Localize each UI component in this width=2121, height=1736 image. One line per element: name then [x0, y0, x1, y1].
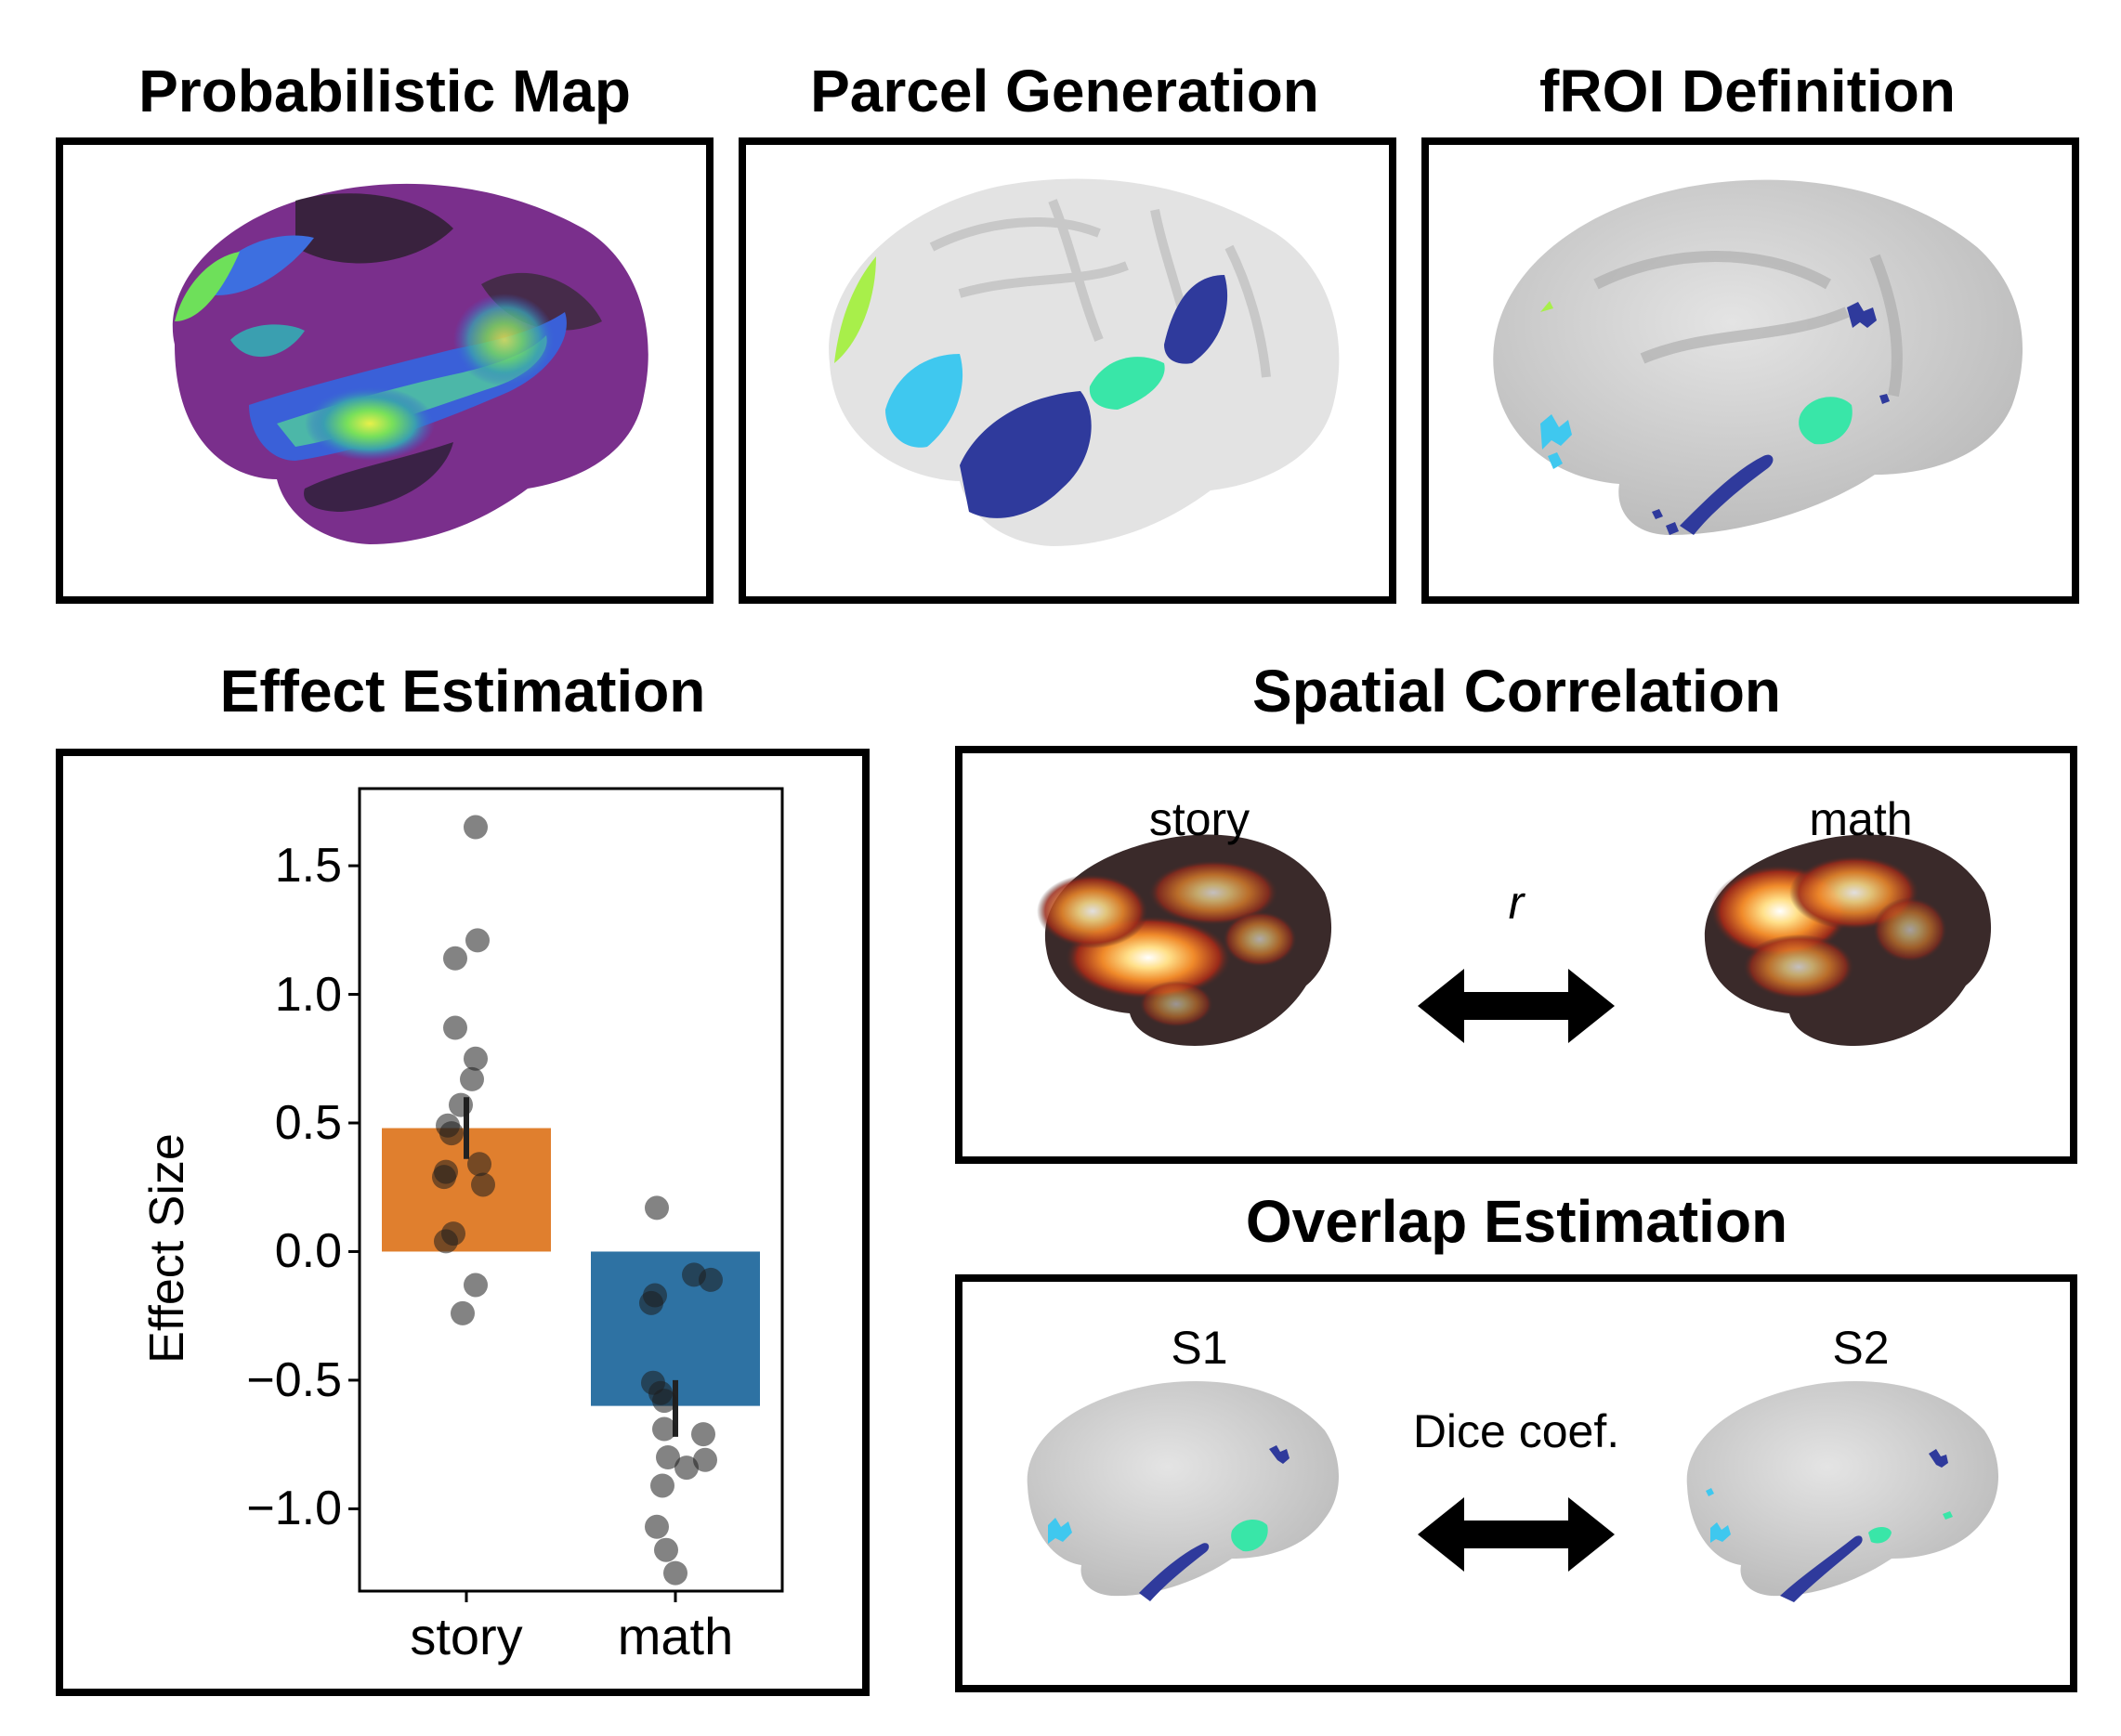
story-heat-brain [1037, 834, 1332, 1046]
title-overlap-estimation: Overlap Estimation [1245, 1188, 1788, 1255]
data-point-story [443, 946, 467, 971]
data-point-story [471, 1172, 495, 1197]
plot-frame [358, 787, 784, 1593]
label-story: story [1148, 793, 1250, 845]
data-point-story [432, 1165, 456, 1190]
title-parcel-generation: Parcel Generation [810, 58, 1319, 124]
data-point-math [652, 1416, 676, 1442]
data-point-math [656, 1445, 680, 1469]
data-point-math [645, 1514, 669, 1539]
data-point-math [699, 1267, 723, 1292]
data-point-story [451, 1300, 475, 1325]
title-effect-estimation: Effect Estimation [219, 658, 706, 724]
math-heat-brain [1704, 834, 1992, 1046]
data-point-story [460, 1066, 484, 1091]
data-point-math [652, 1389, 676, 1414]
overlap-brains [1027, 1381, 1998, 1602]
data-point-story [467, 1152, 491, 1177]
title-spatial-correlation: Spatial Correlation [1252, 658, 1781, 724]
x-tick-label: math [617, 1607, 734, 1665]
title-froi-definition: fROI Definition [1539, 58, 1956, 124]
data-point-math [650, 1473, 674, 1498]
x-tick-label: story [410, 1607, 523, 1665]
label-s2: S2 [1832, 1322, 1890, 1374]
data-point-story [464, 1046, 488, 1071]
parcel-brain-image [829, 178, 1340, 547]
y-tick-label: −0.5 [246, 1352, 342, 1407]
data-point-story [449, 1092, 473, 1117]
title-probabilistic-map: Probabilistic Map [138, 58, 631, 124]
data-point-math [639, 1290, 663, 1315]
panel-parcel-generation [739, 137, 1396, 604]
y-tick-label: 0.5 [274, 1096, 342, 1150]
froi-brain-image [1493, 179, 2023, 535]
data-point-math [663, 1560, 687, 1586]
panel-probabilistic-map [56, 137, 714, 604]
data-point-story [464, 815, 488, 840]
double-arrow-overlap [1418, 1497, 1615, 1572]
label-s1: S1 [1171, 1322, 1228, 1374]
data-point-story [465, 928, 490, 953]
spatial-correlation-brains [1037, 834, 1992, 1046]
data-point-math [674, 1455, 699, 1481]
data-point-story [464, 1273, 488, 1298]
s2-brain [1686, 1381, 1998, 1602]
double-arrow-spatial [1418, 969, 1615, 1043]
data-point-math [654, 1537, 678, 1562]
label-math: math [1809, 793, 1913, 845]
data-point-math [645, 1195, 669, 1220]
label-dice-coef: Dice coef. [1412, 1405, 1620, 1457]
data-point-story [439, 1121, 464, 1146]
data-point-math [693, 1447, 717, 1472]
panel-spatial-correlation: story math r [955, 746, 2077, 1164]
y-tick-label: 1.5 [274, 839, 342, 894]
data-point-story [443, 1015, 467, 1040]
panel-overlap-estimation: S1 S2 Dice coef. [955, 1274, 2077, 1692]
y-tick-label: 1.0 [274, 967, 342, 1022]
s1-brain [1027, 1381, 1339, 1601]
data-point-story [434, 1229, 458, 1254]
data-point-math [691, 1422, 715, 1447]
y-tick-label: 0.0 [274, 1224, 342, 1279]
y-tick-label: −1.0 [246, 1481, 342, 1536]
label-r: r [1508, 877, 1525, 929]
probabilistic-brain-image [172, 183, 648, 545]
panel-froi-definition [1421, 137, 2079, 604]
